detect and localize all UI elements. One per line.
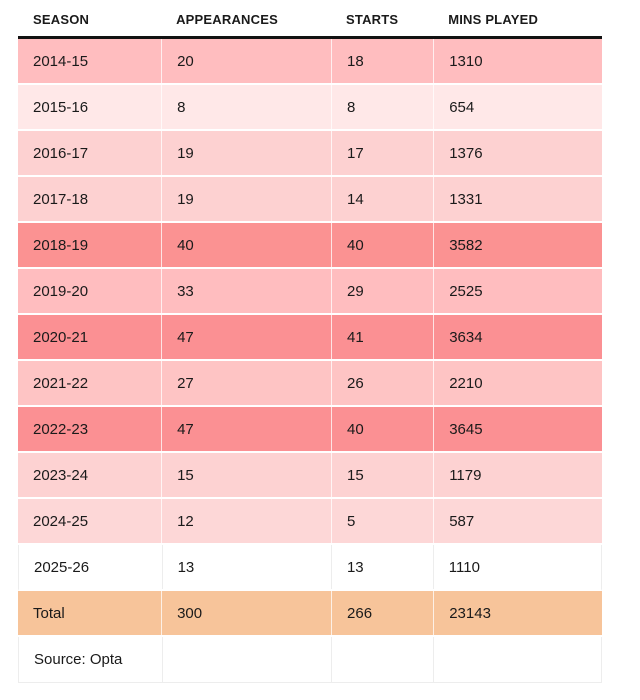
appearances-cell: 47 bbox=[161, 315, 331, 359]
appearances-cell: 20 bbox=[161, 39, 331, 83]
season-cell: 2024-25 bbox=[33, 512, 89, 530]
source-label: Source: Opta bbox=[34, 651, 123, 668]
mins-cell: 2525 bbox=[433, 269, 602, 313]
empty-cell bbox=[330, 637, 433, 682]
source-row: Source: Opta bbox=[18, 637, 602, 683]
mins-cell: 1376 bbox=[433, 131, 602, 175]
mins-cell: 1110 bbox=[432, 545, 601, 589]
appearances-cell: 12 bbox=[161, 499, 331, 543]
starts-cell: 5 bbox=[331, 499, 433, 543]
season-cell: 2014-15 bbox=[33, 52, 89, 70]
season-cell: 2022-23 bbox=[33, 420, 89, 438]
col-header-appearances: APPEARANCES bbox=[176, 11, 278, 27]
starts-cell: 40 bbox=[331, 223, 433, 267]
appearances-cell: 8 bbox=[161, 85, 331, 129]
starts-cell: 41 bbox=[331, 315, 433, 359]
mins-cell: 1310 bbox=[433, 39, 602, 83]
starts-cell: 15 bbox=[331, 453, 433, 497]
table-row: 2017-18 19 14 1331 bbox=[18, 177, 602, 223]
mins-cell: 654 bbox=[433, 85, 602, 129]
col-header-starts: STARTS bbox=[346, 11, 399, 27]
table-row: 2021-22 27 26 2210 bbox=[18, 361, 602, 407]
starts-cell: 17 bbox=[331, 131, 433, 175]
starts-cell: 29 bbox=[331, 269, 433, 313]
table-row: 2015-16 8 8 654 bbox=[18, 85, 602, 131]
empty-cell bbox=[432, 637, 601, 682]
season-cell: 2017-18 bbox=[33, 190, 89, 208]
season-cell: 2018-19 bbox=[33, 236, 89, 254]
mins-cell: 3582 bbox=[433, 223, 602, 267]
appearances-cell: 47 bbox=[161, 407, 331, 451]
mins-cell: 3645 bbox=[433, 407, 602, 451]
season-cell: 2021-22 bbox=[33, 374, 89, 392]
col-header-season: SEASON bbox=[33, 11, 90, 27]
empty-cell bbox=[161, 637, 331, 682]
season-cell: 2016-17 bbox=[33, 144, 89, 162]
appearances-cell: 33 bbox=[161, 269, 331, 313]
table-row: 2018-19 40 40 3582 bbox=[18, 223, 602, 269]
table-row: 2016-17 19 17 1376 bbox=[18, 131, 602, 177]
total-mins-cell: 23143 bbox=[433, 591, 602, 635]
table-row: 2025-26 13 13 1110 bbox=[18, 545, 602, 591]
starts-cell: 40 bbox=[331, 407, 433, 451]
table-header-row: SEASON APPEARANCES STARTS MINS PLAYED bbox=[18, 2, 602, 39]
season-cell: 2015-16 bbox=[33, 98, 89, 116]
mins-cell: 1179 bbox=[433, 453, 602, 497]
total-appearances-cell: 300 bbox=[161, 591, 331, 635]
mins-cell: 2210 bbox=[433, 361, 602, 405]
season-stats-table: SEASON APPEARANCES STARTS MINS PLAYED 20… bbox=[18, 2, 602, 683]
table-row: 2022-23 47 40 3645 bbox=[18, 407, 602, 453]
appearances-cell: 40 bbox=[161, 223, 331, 267]
mins-cell: 1331 bbox=[433, 177, 602, 221]
season-cell: 2019-20 bbox=[33, 282, 89, 300]
table-row: 2020-21 47 41 3634 bbox=[18, 315, 602, 361]
appearances-cell: 15 bbox=[161, 453, 331, 497]
starts-cell: 26 bbox=[331, 361, 433, 405]
starts-cell: 8 bbox=[331, 85, 433, 129]
mins-cell: 3634 bbox=[433, 315, 602, 359]
season-cell: 2020-21 bbox=[33, 328, 89, 346]
season-cell: 2023-24 bbox=[33, 466, 89, 484]
total-starts-cell: 266 bbox=[331, 591, 433, 635]
table-row: 2024-25 12 5 587 bbox=[18, 499, 602, 545]
col-header-mins-played: MINS PLAYED bbox=[448, 11, 539, 27]
total-label-cell: Total bbox=[33, 604, 65, 622]
appearances-cell: 19 bbox=[161, 131, 331, 175]
table-row: 2014-15 20 18 1310 bbox=[18, 39, 602, 85]
mins-cell: 587 bbox=[433, 499, 602, 543]
starts-cell: 14 bbox=[331, 177, 433, 221]
table-row: 2023-24 15 15 1179 bbox=[18, 453, 602, 499]
starts-cell: 13 bbox=[330, 545, 433, 589]
starts-cell: 18 bbox=[331, 39, 433, 83]
season-cell: 2025-26 bbox=[34, 558, 90, 576]
appearances-cell: 27 bbox=[161, 361, 331, 405]
table-row: 2019-20 33 29 2525 bbox=[18, 269, 602, 315]
total-row: Total 300 266 23143 bbox=[18, 591, 602, 637]
appearances-cell: 19 bbox=[161, 177, 331, 221]
appearances-cell: 13 bbox=[161, 545, 331, 589]
